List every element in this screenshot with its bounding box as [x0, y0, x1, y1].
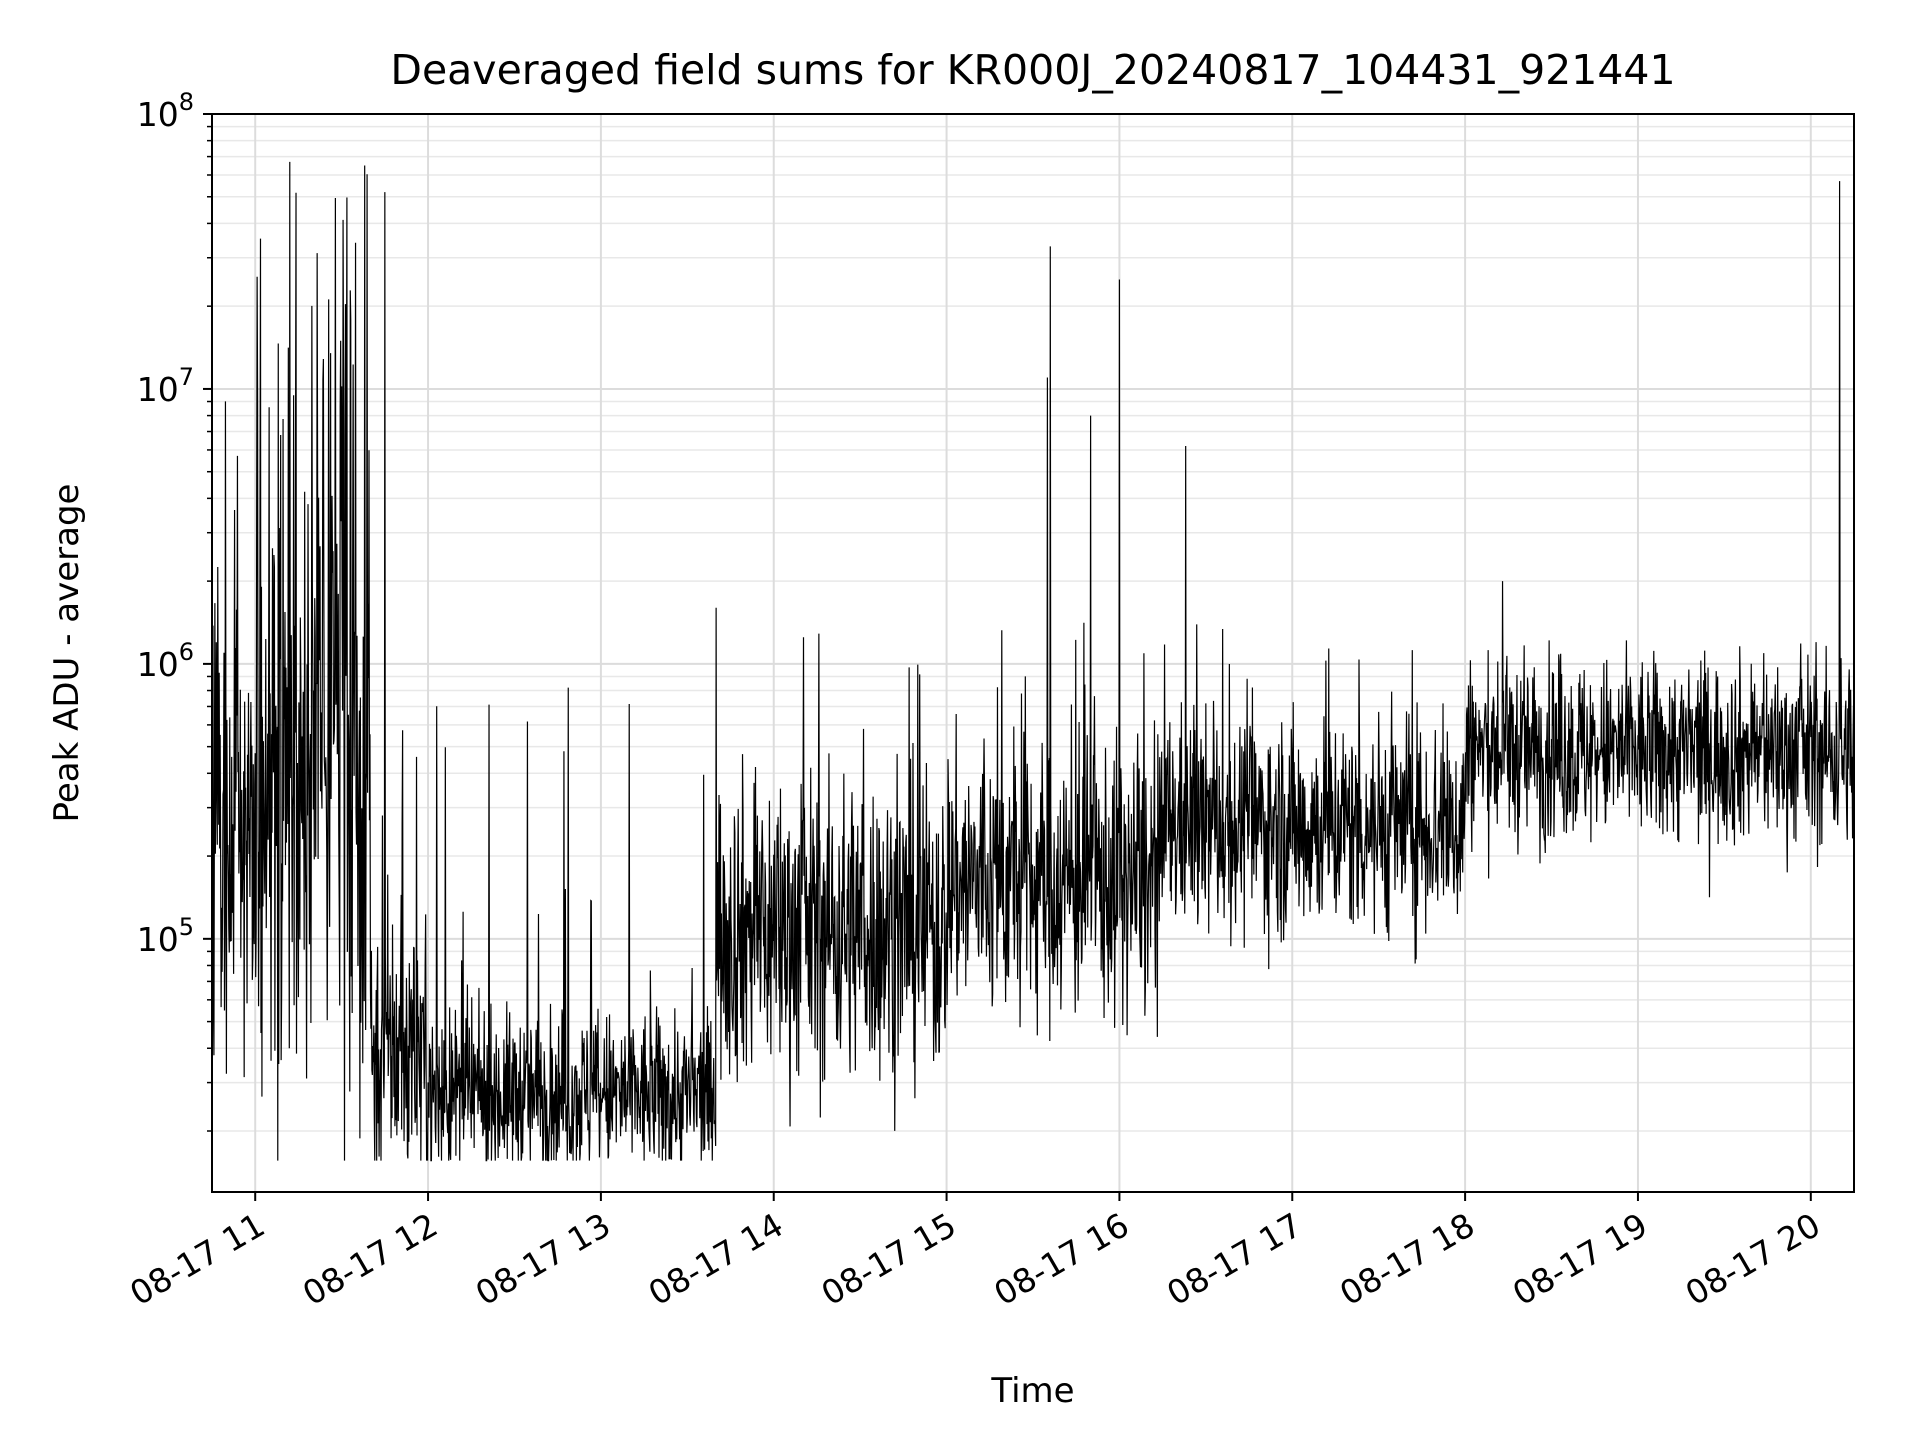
x-tick-label: 08-17 18: [1333, 1205, 1481, 1313]
x-tick-label: 08-17 16: [987, 1205, 1135, 1313]
y-tick-label: 106: [137, 638, 194, 684]
y-tick-base: 10: [137, 645, 179, 684]
y-tick-label: 108: [137, 88, 194, 134]
y-tick-exponent: 8: [179, 88, 194, 116]
x-tick-label: 08-17 13: [469, 1205, 617, 1313]
y-tick-base: 10: [137, 95, 179, 134]
x-tick-label: 08-17 11: [123, 1205, 271, 1313]
series-line-group: [211, 161, 1855, 1162]
y-tick-label: 105: [137, 913, 194, 959]
plot-background: [212, 114, 1854, 1192]
series-line: [211, 161, 1855, 1162]
y-tick-exponent: 6: [179, 638, 194, 666]
chart-title: Deaveraged field sums for KR000J_2024081…: [390, 46, 1675, 94]
x-tick-label: 08-17 14: [642, 1205, 790, 1313]
x-tick-label: 08-17 15: [815, 1205, 963, 1313]
x-axis-label: Time: [990, 1371, 1074, 1411]
x-tick-label: 08-17 12: [296, 1205, 444, 1313]
y-tick-base: 10: [137, 370, 179, 409]
plot-frame: [211, 113, 1855, 1193]
y-tick-base: 10: [137, 920, 179, 959]
x-tick-label: 08-17 17: [1160, 1205, 1308, 1313]
y-tick-label: 107: [137, 363, 194, 409]
y-axis-label: Peak ADU - average: [47, 484, 87, 823]
x-tick-label: 08-17 19: [1506, 1205, 1654, 1313]
x-tick-label: 08-17 20: [1679, 1205, 1827, 1313]
y-tick-exponent: 5: [179, 913, 194, 941]
y-tick-exponent: 7: [179, 363, 194, 391]
